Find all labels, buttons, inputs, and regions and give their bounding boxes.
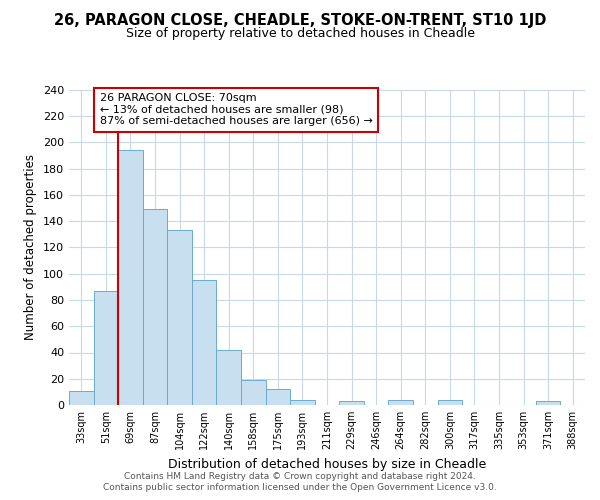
X-axis label: Distribution of detached houses by size in Cheadle: Distribution of detached houses by size … [168,458,486,470]
Bar [536,401,560,405]
Bar [143,210,167,405]
Bar [241,380,266,405]
Bar [118,150,143,405]
Bar [217,350,241,405]
Bar [437,400,462,405]
Bar [192,280,217,405]
Bar [266,389,290,405]
Bar [94,291,118,405]
Text: 26 PARAGON CLOSE: 70sqm
← 13% of detached houses are smaller (98)
87% of semi-de: 26 PARAGON CLOSE: 70sqm ← 13% of detache… [100,93,373,126]
Bar [69,390,94,405]
Y-axis label: Number of detached properties: Number of detached properties [25,154,37,340]
Bar [388,400,413,405]
Text: Contains public sector information licensed under the Open Government Licence v3: Contains public sector information licen… [103,484,497,492]
Bar [290,400,315,405]
Text: Contains HM Land Registry data © Crown copyright and database right 2024.: Contains HM Land Registry data © Crown c… [124,472,476,481]
Bar [339,401,364,405]
Text: 26, PARAGON CLOSE, CHEADLE, STOKE-ON-TRENT, ST10 1JD: 26, PARAGON CLOSE, CHEADLE, STOKE-ON-TRE… [54,12,546,28]
Bar [167,230,192,405]
Text: Size of property relative to detached houses in Cheadle: Size of property relative to detached ho… [125,28,475,40]
